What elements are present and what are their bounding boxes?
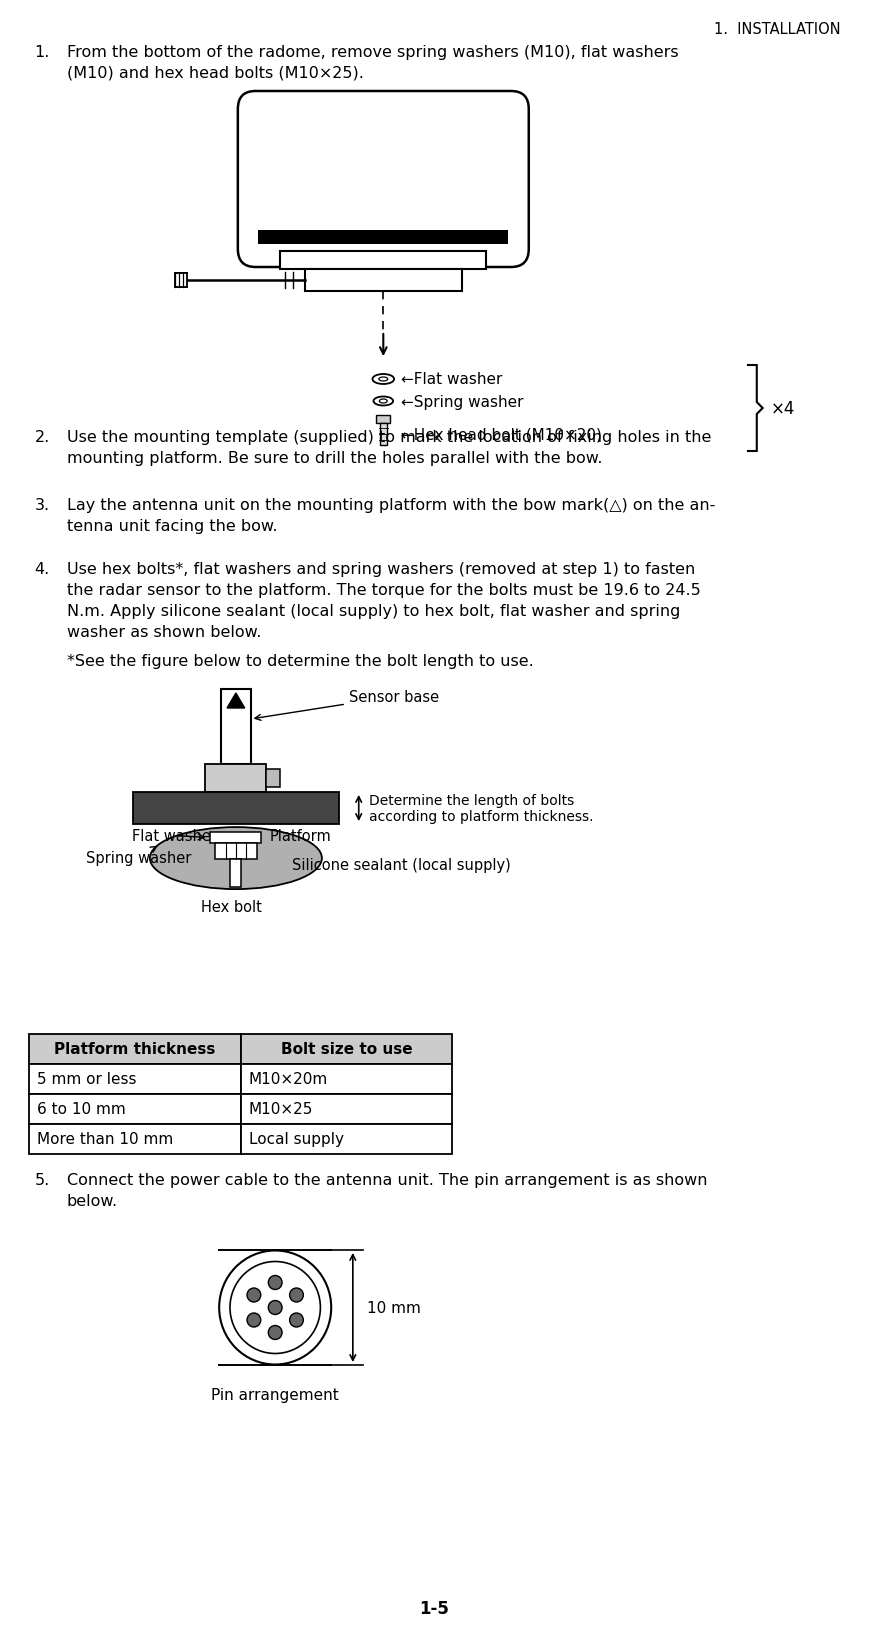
Bar xyxy=(230,859,242,887)
Text: 1.: 1. xyxy=(35,44,50,61)
Text: 2.: 2. xyxy=(35,429,50,444)
Bar xyxy=(211,833,261,844)
Text: Use hex bolts*, flat washers and spring washers (removed at step 1) to fasten
th: Use hex bolts*, flat washers and spring … xyxy=(67,562,701,639)
Text: Platform thickness: Platform thickness xyxy=(55,1042,216,1057)
Bar xyxy=(241,1095,452,1124)
Ellipse shape xyxy=(230,1262,320,1354)
Bar xyxy=(258,231,508,244)
Bar xyxy=(29,1124,241,1154)
Text: 1-5: 1-5 xyxy=(419,1600,450,1618)
Text: ←Spring washer: ←Spring washer xyxy=(401,395,524,410)
Ellipse shape xyxy=(373,397,393,406)
Bar xyxy=(221,690,250,764)
Text: Sensor base: Sensor base xyxy=(255,690,439,721)
Ellipse shape xyxy=(247,1313,261,1328)
Text: 4.: 4. xyxy=(35,562,50,577)
Text: Pin arrangement: Pin arrangement xyxy=(212,1387,339,1401)
Ellipse shape xyxy=(289,1288,304,1303)
Text: ←Hex head bolt (M10×20): ←Hex head bolt (M10×20) xyxy=(401,428,602,443)
Ellipse shape xyxy=(379,377,388,382)
Bar xyxy=(29,1064,241,1095)
Text: Determine the length of bolts
according to platform thickness.: Determine the length of bolts according … xyxy=(368,793,593,823)
Bar xyxy=(376,416,390,425)
Bar xyxy=(304,270,462,292)
Bar xyxy=(241,1034,452,1064)
Polygon shape xyxy=(227,693,245,708)
Text: 1.  INSTALLATION: 1. INSTALLATION xyxy=(713,21,841,38)
Bar xyxy=(29,1034,241,1064)
Ellipse shape xyxy=(268,1301,282,1314)
Ellipse shape xyxy=(380,400,388,403)
Bar xyxy=(380,425,387,446)
Bar xyxy=(175,274,187,288)
Text: 3.: 3. xyxy=(35,498,50,513)
Bar xyxy=(205,764,266,793)
Ellipse shape xyxy=(373,375,394,385)
Text: *See the figure below to determine the bolt length to use.: *See the figure below to determine the b… xyxy=(67,654,534,669)
Bar xyxy=(215,844,257,859)
Text: M10×25: M10×25 xyxy=(249,1101,313,1116)
Text: Lay the antenna unit on the mounting platform with the bow mark(△) on the an-
te: Lay the antenna unit on the mounting pla… xyxy=(67,498,715,534)
Text: 10 mm: 10 mm xyxy=(366,1300,420,1314)
Text: 5.: 5. xyxy=(35,1172,50,1187)
Ellipse shape xyxy=(289,1313,304,1328)
Ellipse shape xyxy=(219,1251,331,1365)
Text: Local supply: Local supply xyxy=(249,1133,343,1147)
Text: 5 mm or less: 5 mm or less xyxy=(37,1072,137,1087)
Bar xyxy=(241,1064,452,1095)
Text: M10×20m: M10×20m xyxy=(249,1072,328,1087)
Text: Spring washer: Spring washer xyxy=(86,846,191,865)
Text: Hex bolt: Hex bolt xyxy=(201,900,261,915)
Ellipse shape xyxy=(268,1275,282,1290)
Text: Connect the power cable to the antenna unit. The pin arrangement is as shown
bel: Connect the power cable to the antenna u… xyxy=(67,1172,707,1208)
Text: Use the mounting template (supplied) to mark the location of fixing holes in the: Use the mounting template (supplied) to … xyxy=(67,429,712,465)
Text: ←Flat washer: ←Flat washer xyxy=(401,372,503,387)
Text: Flat washer: Flat washer xyxy=(132,828,217,844)
Ellipse shape xyxy=(247,1288,261,1303)
Text: Bolt size to use: Bolt size to use xyxy=(281,1042,412,1057)
Ellipse shape xyxy=(268,1326,282,1339)
Bar xyxy=(266,770,281,787)
Text: More than 10 mm: More than 10 mm xyxy=(37,1133,173,1147)
Bar xyxy=(281,252,487,270)
Text: Silicone sealant (local supply): Silicone sealant (local supply) xyxy=(292,857,512,872)
Bar xyxy=(241,1124,452,1154)
Ellipse shape xyxy=(150,828,322,890)
FancyBboxPatch shape xyxy=(238,92,528,267)
Bar xyxy=(29,1095,241,1124)
Text: From the bottom of the radome, remove spring washers (M10), flat washers
(M10) a: From the bottom of the radome, remove sp… xyxy=(67,44,679,80)
Text: 6 to 10 mm: 6 to 10 mm xyxy=(37,1101,126,1116)
Bar xyxy=(133,793,339,824)
Text: Platform: Platform xyxy=(269,828,331,844)
Text: ×4: ×4 xyxy=(771,400,795,418)
